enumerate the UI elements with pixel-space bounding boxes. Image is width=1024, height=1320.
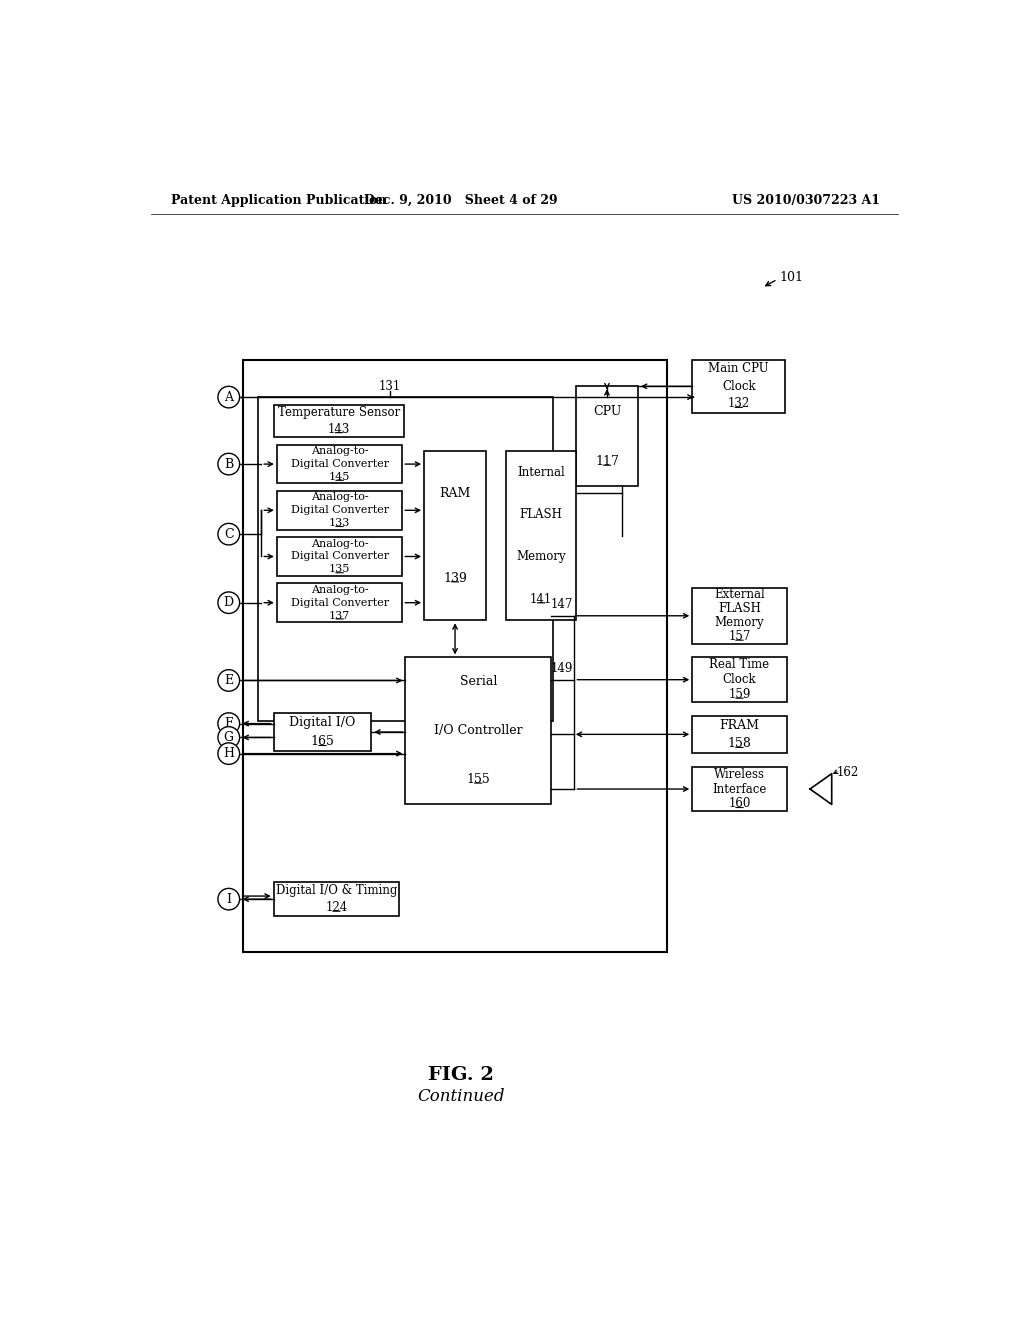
Text: FLASH: FLASH [718, 602, 761, 615]
Text: 135: 135 [329, 565, 350, 574]
Text: Clock: Clock [723, 673, 757, 686]
Text: Memory: Memory [715, 616, 764, 630]
Text: Analog-to-: Analog-to- [310, 539, 369, 549]
Text: Wireless: Wireless [714, 768, 765, 780]
Bar [692, 767, 786, 812]
Text: Analog-to-: Analog-to- [310, 446, 369, 457]
Circle shape [218, 713, 240, 734]
Bar [273, 713, 372, 751]
Text: Continued: Continued [418, 1088, 505, 1105]
Text: FLASH: FLASH [519, 508, 562, 521]
Text: Digital Converter: Digital Converter [291, 598, 389, 607]
Text: 159: 159 [728, 688, 751, 701]
Text: Digital Converter: Digital Converter [291, 506, 389, 515]
Bar [273, 882, 399, 916]
Text: Digital I/O: Digital I/O [290, 715, 355, 729]
Circle shape [218, 669, 240, 692]
Bar [276, 491, 402, 529]
Bar [692, 657, 786, 702]
Circle shape [218, 591, 240, 614]
Bar [692, 589, 786, 644]
Text: Analog-to-: Analog-to- [310, 585, 369, 595]
Text: 137: 137 [329, 611, 350, 620]
Bar [276, 445, 402, 483]
Text: Digital I/O & Timing: Digital I/O & Timing [275, 884, 397, 898]
Text: B: B [224, 458, 233, 471]
Bar [506, 451, 575, 620]
Bar [258, 397, 553, 721]
Text: F: F [224, 717, 233, 730]
Text: 162: 162 [838, 766, 859, 779]
Text: 139: 139 [443, 572, 467, 585]
Circle shape [218, 524, 240, 545]
Text: RAM: RAM [439, 487, 471, 500]
Bar [406, 657, 551, 804]
Text: 165: 165 [310, 735, 335, 748]
Text: Serial: Serial [460, 676, 497, 688]
Text: 143: 143 [328, 422, 350, 436]
Text: Internal: Internal [517, 466, 565, 479]
Text: H: H [223, 747, 234, 760]
Text: 149: 149 [551, 663, 572, 676]
Text: Temperature Sensor: Temperature Sensor [278, 407, 400, 420]
Text: C: C [224, 528, 233, 541]
Text: 155: 155 [466, 772, 490, 785]
Bar [575, 387, 638, 487]
Text: Real Time: Real Time [710, 659, 770, 672]
Circle shape [218, 743, 240, 764]
Text: 160: 160 [728, 797, 751, 810]
Text: 157: 157 [728, 630, 751, 643]
Bar [692, 715, 786, 752]
Text: Interface: Interface [713, 783, 767, 796]
Text: I/O Controller: I/O Controller [434, 723, 522, 737]
Circle shape [218, 453, 240, 475]
Text: Digital Converter: Digital Converter [291, 459, 389, 469]
Text: 133: 133 [329, 519, 350, 528]
Text: 158: 158 [727, 737, 752, 750]
Text: 141: 141 [530, 593, 552, 606]
Text: 124: 124 [326, 902, 347, 915]
Text: CPU: CPU [593, 405, 622, 418]
Text: Dec. 9, 2010   Sheet 4 of 29: Dec. 9, 2010 Sheet 4 of 29 [365, 194, 558, 207]
Text: A: A [224, 391, 233, 404]
Text: Patent Application Publication: Patent Application Publication [171, 194, 386, 207]
Text: 145: 145 [329, 473, 350, 482]
Bar [692, 360, 785, 413]
Bar [243, 360, 668, 952]
Bar [424, 451, 486, 620]
Text: 147: 147 [551, 598, 572, 611]
Text: Analog-to-: Analog-to- [310, 492, 369, 503]
Text: 117: 117 [595, 455, 618, 467]
Bar [273, 405, 403, 437]
Text: FIG. 2: FIG. 2 [428, 1065, 495, 1084]
Bar [276, 583, 402, 622]
Circle shape [218, 387, 240, 408]
Text: US 2010/0307223 A1: US 2010/0307223 A1 [732, 194, 880, 207]
Text: D: D [223, 597, 233, 610]
Text: E: E [224, 675, 233, 686]
Text: Digital Converter: Digital Converter [291, 552, 389, 561]
Text: G: G [224, 731, 233, 744]
Text: Main CPU: Main CPU [709, 363, 769, 375]
Circle shape [218, 726, 240, 748]
Text: Clock: Clock [722, 380, 756, 393]
Text: External: External [714, 589, 765, 602]
Text: 132: 132 [728, 397, 750, 411]
Text: Memory: Memory [516, 550, 566, 564]
Text: I: I [226, 892, 231, 906]
Circle shape [218, 888, 240, 909]
Text: 101: 101 [779, 271, 803, 284]
Text: 131: 131 [379, 380, 401, 393]
Bar [276, 537, 402, 576]
Text: FRAM: FRAM [720, 718, 760, 731]
